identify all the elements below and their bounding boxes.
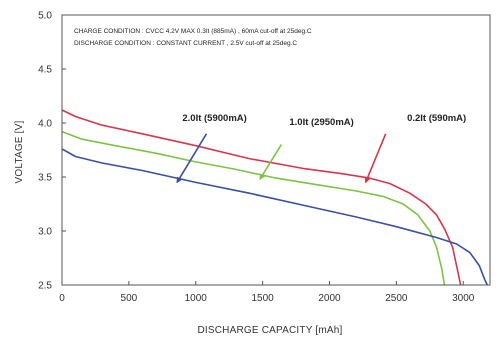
condition-note: CHARGE CONDITION : CVCC 4.2V MAX 0.3It (… bbox=[74, 28, 312, 35]
x-tick-label: 1000 bbox=[185, 293, 208, 304]
y-tick-label: 3.5 bbox=[38, 173, 52, 184]
x-tick-label: 2000 bbox=[318, 293, 341, 304]
y-tick-label: 2.5 bbox=[38, 281, 52, 292]
x-tick-label: 1500 bbox=[252, 293, 275, 304]
series-label: 2.0It (5900mA) bbox=[182, 113, 246, 124]
x-tick-label: 500 bbox=[121, 293, 138, 304]
y-tick-label: 5.0 bbox=[38, 11, 52, 22]
axes: 0 500 1000 1500 2000 2500 3000 2.5 3.0 3.5 4.0 4.5 5… bbox=[38, 11, 491, 304]
condition-notes: CHARGE CONDITION : CVCC 4.2V MAX 0.3It (… bbox=[74, 28, 312, 47]
y-tick-label: 4.5 bbox=[38, 65, 52, 76]
y-axis-title: VOLTAGE [V] bbox=[14, 121, 25, 184]
series-arrow bbox=[364, 133, 387, 184]
series-label: 0.2It (590mA) bbox=[407, 113, 466, 124]
series-arrow bbox=[176, 133, 208, 184]
series-arrow bbox=[259, 144, 283, 181]
plot-frame bbox=[61, 14, 491, 286]
x-tick-label: 0 bbox=[59, 293, 65, 304]
x-axis-title: DISCHARGE CAPACITY [mAh] bbox=[197, 325, 342, 336]
y-tick-label: 3.0 bbox=[38, 227, 52, 238]
condition-note: DISCHARGE CONDITION : CONSTANT CURRENT ,… bbox=[74, 40, 297, 47]
series-label: 1.0It (2950mA) bbox=[289, 117, 353, 128]
series-line bbox=[61, 148, 489, 286]
x-tick-label: 3000 bbox=[452, 293, 475, 304]
x-tick-label: 2500 bbox=[385, 293, 408, 304]
y-tick-label: 4.0 bbox=[38, 119, 52, 130]
series-line bbox=[61, 130, 446, 286]
series-labels: 0.2It (590mA) 1.0It (2950mA) 2.0It (5900mA… bbox=[176, 113, 466, 184]
